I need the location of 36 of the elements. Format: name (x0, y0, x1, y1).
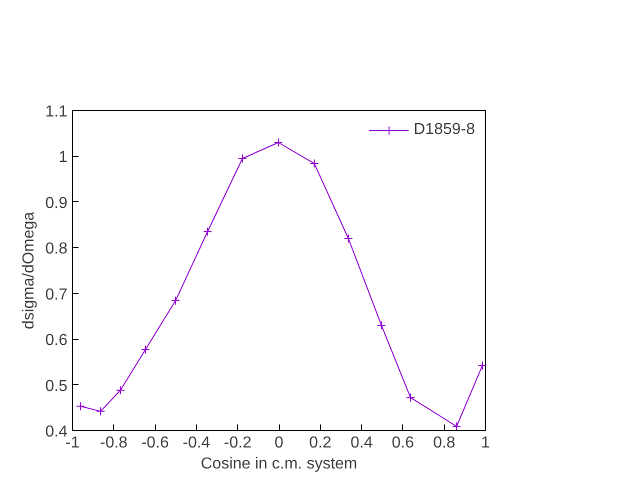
y-tick-label: 0.6 (45, 332, 68, 350)
x-tick-label: 0.8 (433, 434, 456, 452)
point (76, 402, 86, 411)
point (140, 345, 150, 354)
y-tick-label: 0.4 (45, 424, 68, 440)
y-tick-label: 0.9 (45, 194, 68, 212)
point (376, 320, 386, 330)
point (171, 296, 180, 306)
legend-label: D1859-8 (414, 121, 475, 139)
point (452, 422, 462, 430)
x-tick-label: 0 (274, 434, 284, 452)
point (203, 227, 212, 236)
y-tick-label: 0.5 (45, 378, 68, 395)
x-tick-label: -0.6 (141, 434, 169, 452)
y-tick-label: 1.1 (45, 104, 68, 120)
point (406, 393, 416, 402)
x-tick-label: 0.6 (392, 434, 414, 452)
x-tick-label: -0.2 (224, 434, 252, 452)
point (274, 138, 283, 147)
x-tick-label: -0.8 (100, 434, 128, 452)
point (238, 154, 247, 163)
y-tick-label: 0.8 (45, 240, 68, 258)
point (310, 159, 319, 168)
y-tick-label: 0.7 (45, 286, 68, 304)
x-tick-label: -0.4 (182, 434, 210, 452)
x-tick-label: 0.2 (309, 434, 332, 452)
x-tick-label: 1 (481, 434, 490, 452)
point (478, 361, 486, 370)
y-axis-title: dsigma/dOmega (20, 212, 38, 330)
x-axis-title: Cosine in c.m. system (200, 456, 358, 472)
x-tick-label: 0.4 (350, 434, 373, 452)
point (116, 386, 125, 395)
y-tick-label: 1 (58, 149, 68, 166)
x-tick-label: -1 (65, 434, 80, 452)
point (96, 406, 106, 416)
point (344, 234, 353, 243)
